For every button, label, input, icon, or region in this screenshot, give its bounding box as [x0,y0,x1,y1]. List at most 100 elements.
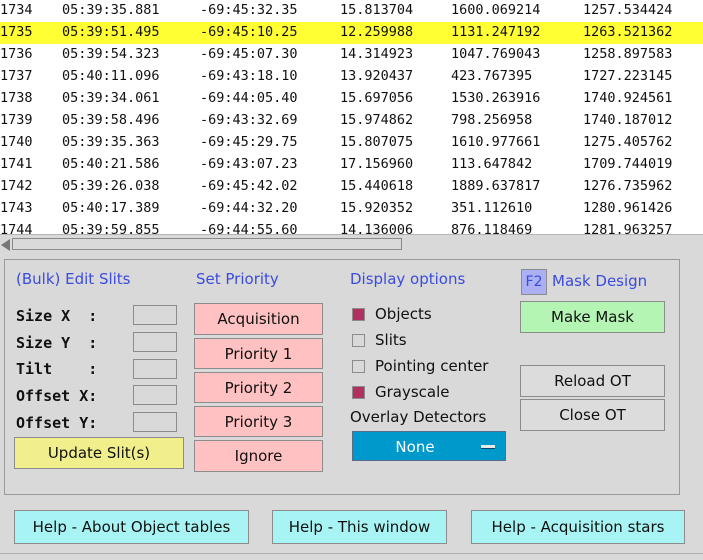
help-this-window-button[interactable]: Help - This window [272,510,447,544]
slits-label: Slits [375,331,407,349]
table-cell: 1275.405762 [583,134,673,150]
table-cell: -69:43:18.10 [200,68,298,84]
table-row[interactable]: 1738 05:39:34.061 -69:44:05.40 15.697056 153… [0,88,703,110]
table-cell: 351.112610 [451,200,533,216]
table-cell: 1727.223145 [583,68,673,84]
priority-1-button[interactable]: Priority 1 [194,338,323,369]
table-cell: 14.314923 [340,46,414,62]
f2-badge: F2 [521,269,547,295]
object-table: 1734 05:39:35.881 -69:45:32.35 15.813704 160… [0,0,703,234]
help-object-tables-button[interactable]: Help - About Object tables [14,510,249,544]
table-row[interactable]: 1744 05:39:59.855 -69:44:55.60 14.136006 876… [0,220,703,234]
grayscale-checkbox[interactable] [352,386,365,399]
table-row[interactable]: 1734 05:39:35.881 -69:45:32.35 15.813704 160… [0,0,703,22]
table-cell: 1740.924561 [583,90,673,106]
priority-2-button[interactable]: Priority 2 [194,372,323,403]
table-cell: 1709.744019 [583,156,673,172]
table-cell: 1738 [0,90,33,106]
table-row[interactable]: 1735 05:39:51.495 -69:45:10.25 12.259988 113… [0,22,703,44]
table-cell: 1739 [0,112,33,128]
mask-design-title: Mask Design [552,272,648,290]
offset-x-label: Offset X: [16,387,98,405]
table-cell: 13.920437 [340,68,414,84]
table-row[interactable]: 1739 05:39:58.496 -69:43:32.69 15.974862 798… [0,110,703,132]
table-cell: -69:44:55.60 [200,222,298,234]
table-cell: 1600.069214 [451,2,541,18]
pointing-center-checkbox[interactable] [352,360,365,373]
objects-checkbox[interactable] [352,308,365,321]
objects-label: Objects [375,305,432,323]
table-cell: 1741 [0,156,33,172]
table-cell: 15.974862 [340,112,414,128]
table-cell: 113.647842 [451,156,533,172]
table-cell: -69:45:10.25 [200,24,298,40]
table-cell: 14.136006 [340,222,414,234]
table-cell: 1276.735962 [583,178,673,194]
table-cell: -69:43:32.69 [200,112,298,128]
overlay-detectors-label: Overlay Detectors [350,408,487,426]
table-cell: 15.440618 [340,178,414,194]
table-row[interactable]: 1736 05:39:54.323 -69:45:07.30 14.314923 104… [0,44,703,66]
offset-x-field[interactable] [133,385,177,405]
priority-3-button[interactable]: Priority 3 [194,406,323,437]
table-cell: 15.697056 [340,90,414,106]
scrollbar-thumb[interactable] [12,238,402,250]
offset-y-field[interactable] [133,412,177,432]
size-y-label: Size Y : [16,334,98,352]
table-cell: -69:45:32.35 [200,2,298,18]
table-cell: -69:45:29.75 [200,134,298,150]
edit-slits-title: (Bulk) Edit Slits [16,270,131,288]
table-cell: 15.920352 [340,200,414,216]
table-row[interactable]: 1740 05:39:35.363 -69:45:29.75 15.807075 161… [0,132,703,154]
table-cell: 15.813704 [340,2,414,18]
size-x-field[interactable] [133,305,177,325]
make-mask-button[interactable]: Make Mask [520,301,665,333]
table-cell: 17.156960 [340,156,414,172]
table-cell: 1610.977661 [451,134,541,150]
table-cell: 1744 [0,222,33,234]
offset-y-label: Offset Y: [16,414,98,432]
controls-panel: (Bulk) Edit Slits Size X : Size Y : Tilt… [4,259,680,495]
ignore-button[interactable]: Ignore [194,440,323,472]
pointing-center-label: Pointing center [375,357,489,375]
table-cell: 05:39:26.038 [62,178,160,194]
update-slits-button[interactable]: Update Slit(s) [14,437,184,469]
slits-checkbox[interactable] [352,334,365,347]
table-row[interactable]: 1743 05:40:17.389 -69:44:32.20 15.920352 351… [0,198,703,220]
table-cell: 05:40:11.096 [62,68,160,84]
table-cell: 1280.961426 [583,200,673,216]
table-cell: 05:39:34.061 [62,90,160,106]
table-cell: 1047.769043 [451,46,541,62]
set-priority-title: Set Priority [196,270,279,288]
table-cell: 1263.521362 [583,24,673,40]
table-cell: 423.767395 [451,68,533,84]
table-cell: 1889.637817 [451,178,541,194]
table-cell: -69:43:07.23 [200,156,298,172]
reload-ot-button[interactable]: Reload OT [520,365,665,397]
table-row[interactable]: 1741 05:40:21.586 -69:43:07.23 17.156960 113… [0,154,703,176]
help-acquisition-stars-button[interactable]: Help - Acquisition stars [471,510,685,544]
table-cell: 05:39:35.363 [62,134,160,150]
table-cell: 798.256958 [451,112,533,128]
size-y-field[interactable] [133,332,177,352]
close-ot-button[interactable]: Close OT [520,399,665,431]
tilt-label: Tilt : [16,360,98,378]
table-row[interactable]: 1737 05:40:11.096 -69:43:18.10 13.920437 423… [0,66,703,88]
table-cell: 1737 [0,68,33,84]
table-cell: 1740 [0,134,33,150]
table-cell: 1736 [0,46,33,62]
horizontal-scrollbar[interactable] [0,234,703,255]
table-cell: 1740.187012 [583,112,673,128]
table-row[interactable]: 1742 05:39:26.038 -69:45:42.02 15.440618 188… [0,176,703,198]
acquisition-button[interactable]: Acquisition [194,303,323,335]
table-cell: -69:45:07.30 [200,46,298,62]
overlay-selected-value: None [395,438,435,456]
overlay-detectors-select[interactable]: None [352,431,506,461]
scroll-left-arrow-icon[interactable] [1,239,10,251]
tilt-field[interactable] [133,359,177,379]
grayscale-label: Grayscale [375,383,450,401]
table-cell: 05:39:35.881 [62,2,160,18]
table-cell: -69:44:32.20 [200,200,298,216]
table-cell: 05:39:54.323 [62,46,160,62]
table-cell: 1258.897583 [583,46,673,62]
